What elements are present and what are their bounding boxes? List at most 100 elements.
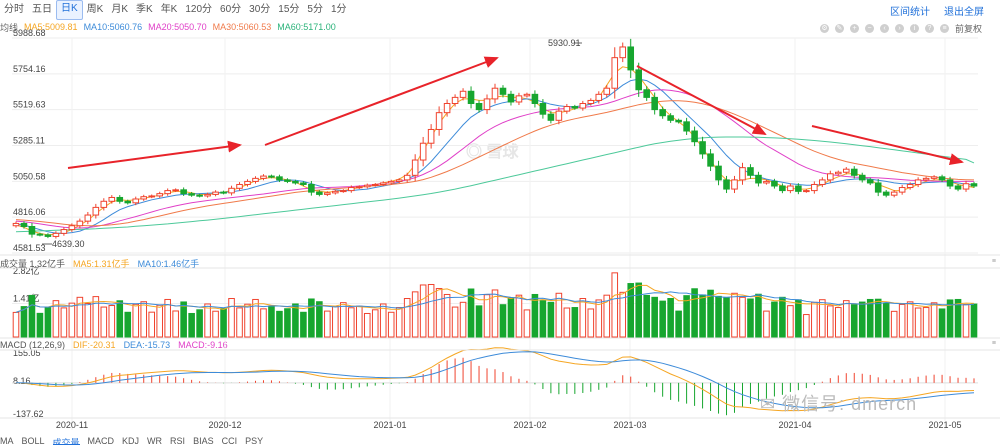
volume-bar — [946, 299, 954, 338]
tab-1[interactable]: 五日 — [32, 4, 52, 15]
interval-stats-link[interactable]: 区间统计 — [890, 6, 930, 18]
volume-bar — [435, 288, 443, 338]
candle-body — [842, 168, 850, 173]
tab-7[interactable]: 120分 — [185, 4, 213, 15]
candle-body — [643, 89, 650, 98]
volume-bar — [467, 288, 475, 338]
volume-bar — [252, 298, 259, 338]
candle-body — [108, 196, 116, 202]
tab-11[interactable]: 5分 — [307, 4, 323, 15]
candle-body — [427, 128, 435, 144]
tab-10[interactable]: 15分 — [278, 4, 300, 15]
candle-body — [691, 130, 698, 143]
volume-bar — [914, 307, 922, 338]
ma5-value: MA5:5009.81 — [24, 22, 78, 32]
volume-bar — [116, 300, 124, 338]
candle-body — [507, 93, 515, 103]
adjust-label[interactable]: 前复权 — [954, 23, 982, 34]
tab-5[interactable]: 季K — [136, 4, 153, 15]
volume-bar — [667, 298, 674, 338]
indicator-tab-9[interactable]: PSY — [245, 436, 264, 445]
candle-body — [124, 200, 132, 204]
indicator-tab-3[interactable]: MACD — [87, 436, 115, 445]
help-icon[interactable]: ? — [924, 23, 934, 33]
macd-tick-label: -137.62 — [13, 409, 44, 419]
price-tick-label: 5050.58 — [13, 171, 46, 181]
candle-body — [348, 187, 355, 192]
high-annotation: 5930.91 — [548, 38, 581, 48]
candle-body — [292, 180, 299, 184]
volume-bar — [587, 308, 595, 338]
volume-bar — [20, 306, 28, 338]
tab-8[interactable]: 60分 — [220, 4, 242, 15]
candle-body — [244, 180, 251, 185]
x-tick-label: 2021-02 — [513, 420, 546, 430]
draw-icon[interactable]: ✎ — [834, 23, 844, 33]
volume-bar — [747, 298, 754, 338]
candle-body — [555, 110, 563, 121]
indicator-tab-4[interactable]: KDJ — [122, 436, 140, 445]
indicator-tab-7[interactable]: BIAS — [193, 436, 214, 445]
volume-bar — [834, 307, 842, 338]
dea-line — [15, 351, 975, 409]
tab-2[interactable]: 日K — [56, 0, 83, 20]
candle-body — [739, 167, 746, 181]
indicator-tab-6[interactable]: RSI — [170, 436, 186, 445]
volume-bar — [204, 303, 211, 338]
macd-menu-icon[interactable]: ≡ — [991, 340, 996, 347]
price-tick-label: 4581.53 — [13, 243, 46, 253]
candle-body — [419, 142, 427, 161]
price-tick-label: 5519.63 — [13, 100, 46, 110]
tab-6[interactable]: 年K — [160, 4, 178, 15]
candle-body — [515, 95, 523, 103]
volume-bar — [507, 297, 515, 338]
menu-icon[interactable]: ≡ — [939, 23, 949, 33]
indicator-tab-1[interactable]: BOLL — [21, 436, 45, 445]
settings-icon[interactable]: ⚙ — [819, 23, 829, 33]
tab-4[interactable]: 月K — [111, 4, 129, 15]
candle-body — [962, 183, 970, 190]
tab-9[interactable]: 30分 — [249, 4, 271, 15]
volume-bar — [36, 312, 44, 338]
watermark: ✉ 微信号: dmercn — [760, 390, 917, 416]
candle-body — [946, 179, 954, 187]
period-tabs: 分时 五日 日K 周K 月K 季K 年K 120分 60分 30分 15分 5分 1分 — [0, 0, 1000, 20]
volume-bar — [236, 307, 243, 338]
right-icon[interactable]: › — [894, 23, 904, 33]
volume-bar — [12, 311, 20, 338]
macd-tick-label: 8.16 — [13, 376, 31, 386]
macd-dif: DIF:-20.31 — [73, 340, 116, 350]
ma-line-ma60 — [15, 136, 975, 233]
volume-bar — [92, 296, 100, 338]
candle-body — [483, 98, 491, 111]
volume-bar — [675, 310, 682, 338]
left-icon[interactable]: ‹ — [879, 23, 889, 33]
indicator-tab-8[interactable]: CCI — [221, 436, 238, 445]
tab-3[interactable]: 周K — [86, 4, 104, 15]
price-tick-label: 4816.06 — [13, 207, 46, 217]
indicator-tab-5[interactable]: WR — [147, 436, 163, 445]
zoom-in-icon[interactable]: + — [849, 23, 859, 33]
zoom-out-icon[interactable]: − — [864, 23, 874, 33]
indicator-tab-2[interactable]: 成交量 — [52, 438, 80, 445]
info-icon[interactable]: i — [909, 23, 919, 33]
volume-bar — [683, 295, 690, 338]
volume-bar — [523, 309, 531, 338]
candle-body — [148, 195, 156, 198]
candle-body — [204, 193, 211, 197]
exit-fullscreen-link[interactable]: 退出全屏 — [944, 6, 984, 18]
tab-12[interactable]: 1分 — [330, 4, 347, 15]
volume-bar — [635, 282, 642, 338]
candle-body — [611, 57, 619, 89]
candle-body — [723, 179, 730, 190]
volume-bar — [922, 307, 930, 338]
volume-bar — [771, 301, 778, 338]
indicator-tab-0[interactable]: MA — [0, 436, 14, 445]
candle-body — [803, 190, 810, 193]
volume-bar — [324, 310, 331, 338]
tab-0[interactable]: 分时 — [4, 4, 24, 15]
volume-menu-icon[interactable]: ≡ — [991, 258, 996, 265]
volume-bar — [563, 307, 571, 338]
candle-body — [787, 185, 794, 192]
